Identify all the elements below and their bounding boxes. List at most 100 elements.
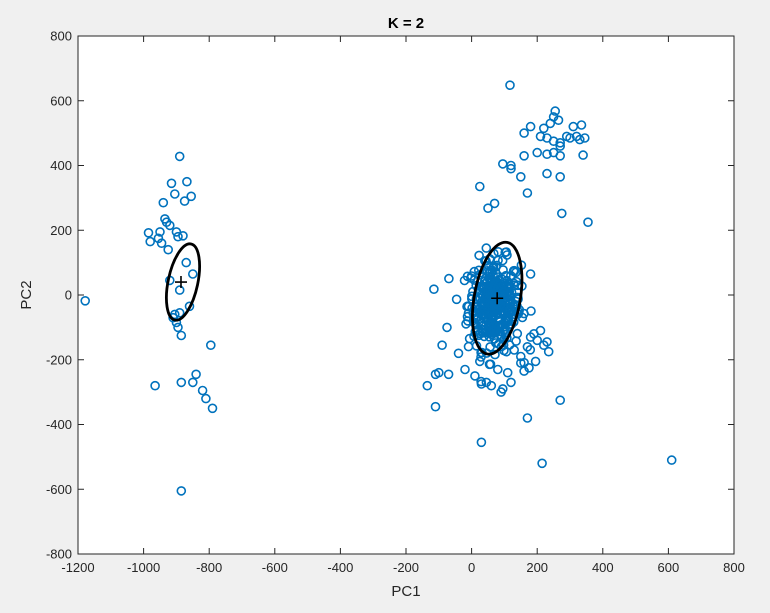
data-point (666, 455, 677, 465)
data-point (491, 276, 502, 287)
data-point (474, 181, 485, 192)
data-point (497, 255, 508, 266)
data-point (174, 307, 185, 318)
data-point (174, 151, 185, 162)
data-point (170, 189, 180, 199)
data-point (451, 294, 462, 305)
x-tick-label: 200 (526, 560, 548, 575)
data-point (176, 486, 187, 496)
centroid-marker (491, 292, 504, 305)
data-point (543, 346, 554, 357)
data-point (444, 273, 454, 284)
data-point (555, 172, 566, 182)
x-tick-label: -1000 (127, 560, 160, 575)
x-axis-ticks: -1200 -1000 -800 -600 -400 -200 0 200 400 600 800 (61, 36, 745, 575)
axes-background (78, 36, 734, 554)
data-point (150, 380, 160, 391)
data-point (481, 312, 491, 322)
data-point (186, 191, 196, 202)
data-point (532, 335, 543, 346)
data-point (513, 294, 523, 304)
data-point (188, 269, 198, 279)
data-point (158, 197, 169, 208)
scatter-points (80, 80, 677, 496)
data-point (453, 348, 464, 359)
data-point (182, 176, 192, 187)
data-point (555, 151, 566, 161)
cluster-ellipse (165, 242, 201, 322)
data-point (486, 380, 497, 391)
data-point (538, 123, 549, 134)
data-point (179, 196, 190, 206)
data-point (542, 149, 552, 159)
data-point (145, 236, 155, 247)
data-point (501, 314, 512, 325)
x-tick-label: -1200 (61, 560, 94, 575)
data-point (462, 301, 472, 312)
data-point (155, 227, 165, 237)
data-point (176, 377, 187, 388)
data-point (496, 341, 507, 352)
y-tick-label: 0 (65, 288, 72, 303)
y-tick-label: 600 (50, 93, 72, 108)
data-point (506, 377, 516, 388)
data-point (498, 309, 509, 320)
data-point (556, 208, 567, 219)
data-point (476, 376, 486, 387)
data-point (171, 317, 182, 328)
data-point (483, 325, 494, 336)
data-point (422, 380, 433, 391)
data-point (181, 257, 191, 268)
data-point (579, 133, 590, 143)
cluster-centroids (174, 276, 504, 305)
data-point (429, 284, 439, 295)
data-point (430, 401, 441, 412)
data-point (80, 295, 90, 306)
data-point (474, 356, 485, 367)
data-point (530, 356, 541, 367)
data-point (470, 371, 480, 381)
data-point (515, 172, 526, 182)
y-tick-label: -800 (46, 547, 72, 562)
data-point (548, 136, 559, 146)
data-point (156, 238, 167, 248)
data-point (191, 369, 201, 380)
data-point (522, 188, 533, 198)
data-point (497, 384, 508, 394)
data-point (488, 325, 499, 335)
data-point (502, 275, 512, 286)
data-point (578, 150, 588, 160)
data-point (525, 269, 536, 279)
data-point (460, 364, 470, 375)
y-axis-label: PC2 (18, 280, 35, 309)
data-point (574, 134, 585, 145)
data-point (493, 272, 503, 282)
data-point (188, 377, 198, 388)
data-point (550, 106, 561, 116)
x-tick-label: 400 (592, 560, 614, 575)
data-point (476, 437, 487, 448)
data-point (553, 115, 564, 125)
data-point (163, 244, 173, 255)
data-point (511, 336, 521, 346)
x-tick-label: 800 (723, 560, 745, 575)
data-point (174, 285, 185, 295)
data-point (443, 369, 454, 380)
x-tick-label: -800 (196, 560, 222, 575)
data-point (537, 458, 547, 469)
x-tick-label: 0 (468, 560, 475, 575)
data-point (555, 138, 566, 148)
x-axis-label: PC1 (391, 583, 420, 600)
y-tick-label: 200 (50, 223, 72, 238)
data-point (165, 220, 175, 231)
data-point (178, 231, 188, 241)
cluster-ellipse (471, 240, 524, 356)
data-point (482, 292, 492, 303)
data-point (538, 340, 549, 351)
data-point (442, 322, 452, 333)
data-point (481, 243, 492, 253)
data-point (555, 141, 566, 151)
data-point (433, 367, 444, 378)
data-point (478, 301, 488, 312)
